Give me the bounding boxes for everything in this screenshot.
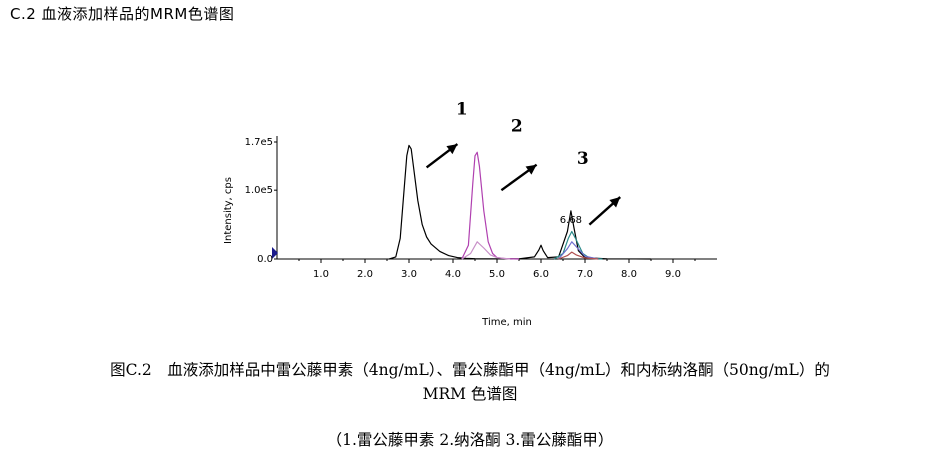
series-line-2 (461, 151, 520, 260)
peak-label-3: 3 (577, 149, 589, 169)
y-tick-label: 1.0e5 (245, 185, 273, 196)
caption-line-2: MRM 色谱图 (422, 385, 518, 403)
figure-legend: （1.雷公藤甲素 2.纳洛酮 3.雷公藤酯甲） (326, 431, 614, 449)
x-tick-label: 1.0 (313, 269, 329, 280)
peak-label-2: 2 (511, 117, 523, 137)
chart-annotations: 1 2 3 6.68 (425, 99, 621, 226)
x-tick-label: 3.0 (401, 269, 417, 280)
y-tick-label: 1.7e5 (245, 137, 273, 148)
peak-rt-label: 6.68 (560, 215, 582, 226)
y-axis-marker (272, 247, 278, 259)
x-tick-label: 4.0 (445, 269, 461, 280)
series-line-6 (558, 251, 599, 260)
series-line-5 (558, 241, 599, 260)
arrow-head-1 (446, 144, 458, 155)
x-tick-label: 5.0 (489, 269, 505, 280)
caption-line-1: 图C.2 血液添加样品中雷公藤甲素（4ng/mL）、雷公藤酯甲（4ng/mL）和… (110, 361, 830, 379)
series-line-3 (461, 241, 511, 260)
figure-caption: 图C.2 血液添加样品中雷公藤甲素（4ng/mL）、雷公藤酯甲（4ng/mL）和… (0, 358, 940, 406)
section-title: C.2 血液添加样品的MRM色谱图 (10, 5, 235, 23)
x-tick-label: 8.0 (621, 269, 637, 280)
x-tick-label: 2.0 (357, 269, 373, 280)
chart-axes: 1.0 2.0 3.0 4.0 5.0 6.0 7.0 8.0 9.0 0.0 1.0e5 1.7e5… (223, 136, 717, 328)
peak-label-1: 1 (456, 99, 468, 119)
x-axis-label: Time, min (481, 317, 532, 328)
chart-series (389, 144, 652, 260)
x-tick-label: 9.0 (665, 269, 681, 280)
series-line-1 (389, 144, 652, 260)
chromatogram-chart: 1.0 2.0 3.0 4.0 5.0 6.0 7.0 8.0 9.0 0.0 1.0e5 1.7e5… (223, 99, 717, 328)
y-axis-label: Intensity, cps (223, 177, 234, 244)
x-tick-label: 7.0 (577, 269, 593, 280)
arrow-head-2 (525, 164, 537, 175)
arrow-head-3 (609, 197, 621, 208)
x-tick-label: 6.0 (533, 269, 549, 280)
y-tick-label: 0.0 (257, 254, 273, 265)
